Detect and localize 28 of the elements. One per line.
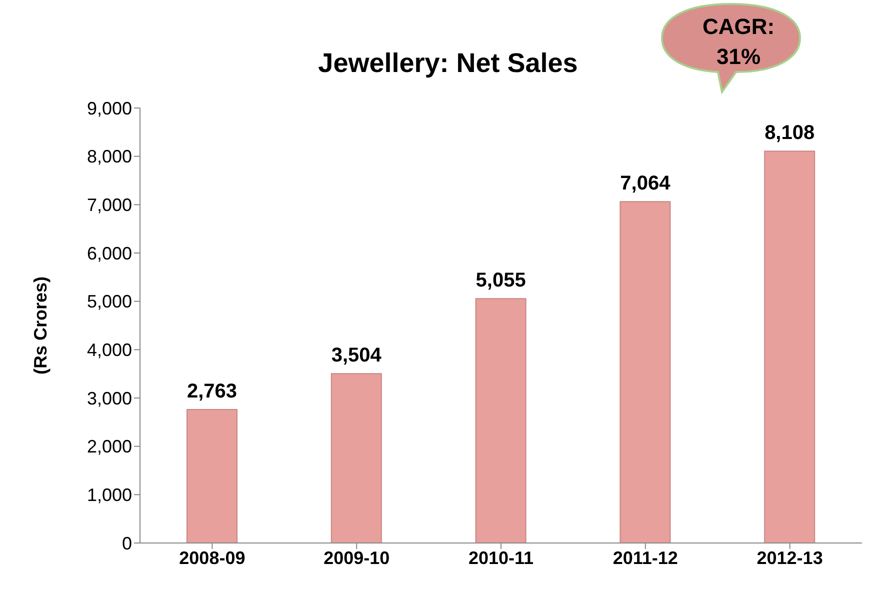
x-tick-label: 2011-12 xyxy=(612,548,678,568)
data-label: 8,108 xyxy=(764,122,815,144)
y-tick-label: 2,000 xyxy=(86,436,132,457)
y-tick-label: 3,000 xyxy=(86,388,132,408)
bar xyxy=(186,408,238,543)
y-tick-label: 5,000 xyxy=(86,292,132,312)
data-label: 2,763 xyxy=(186,380,238,402)
y-axis-title: (Rs Crores) xyxy=(30,276,50,375)
y-tick-label: 1,000 xyxy=(86,485,132,506)
bar xyxy=(620,201,671,543)
y-tick-label: 6,000 xyxy=(86,243,132,264)
y-tick-label: 7,000 xyxy=(86,195,132,216)
x-tick-label: 2008-09 xyxy=(179,548,246,568)
bar xyxy=(764,150,816,543)
y-tick-label: 0 xyxy=(122,533,132,554)
data-label: 7,064 xyxy=(620,172,672,195)
x-tick-label: 2010-11 xyxy=(468,548,534,568)
text: CAGR: 31% xyxy=(701,13,776,71)
x-tick-label: 2009-10 xyxy=(324,548,390,568)
y-tick-label: 9,000 xyxy=(86,98,132,118)
data-label: 3,504 xyxy=(331,344,382,367)
chart-title: Jewellery: Net Sales xyxy=(317,48,579,79)
y-tick-label: 8,000 xyxy=(86,146,132,167)
bar xyxy=(475,298,526,543)
data-label: 5,055 xyxy=(476,270,526,292)
x-tick-label: 2012-13 xyxy=(756,548,823,568)
y-tick-label: 4,000 xyxy=(86,340,132,360)
bar xyxy=(330,373,382,543)
